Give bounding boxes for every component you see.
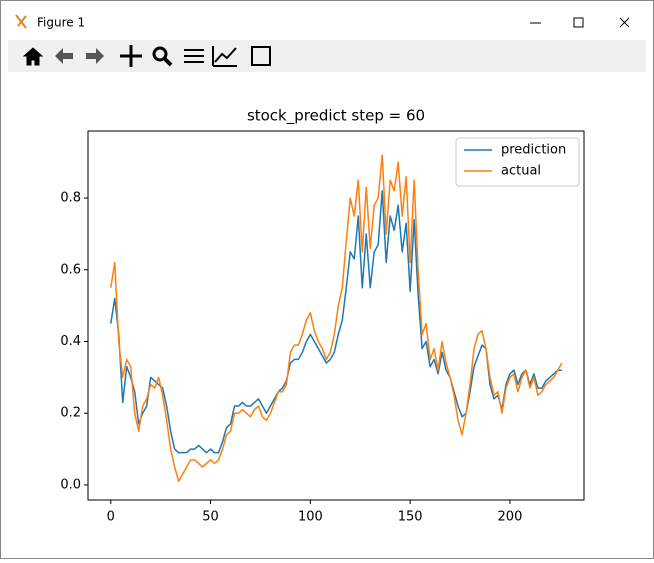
x-tick-label: 150 [398,510,423,525]
x-tick-label: 200 [498,510,523,525]
y-tick-label: 0.4 [60,334,81,349]
maximize-button[interactable] [573,17,584,28]
pan-button[interactable] [120,45,142,67]
chart-title: stock_predict step = 60 [247,107,425,126]
app-icon [15,14,27,29]
save-button[interactable] [251,46,271,66]
legend-label: actual [501,164,541,179]
edit-axis-button[interactable] [212,46,237,67]
back-button[interactable] [55,48,73,64]
forward-button[interactable] [86,48,104,64]
y-tick-label: 0.8 [60,191,81,206]
legend-label: prediction [501,143,566,158]
close-button[interactable] [619,17,630,28]
home-button[interactable] [22,47,44,66]
y-tick-label: 0.6 [60,262,81,277]
y-tick-label: 0.0 [60,477,81,492]
line-series [110,154,563,483]
x-tick-label: 0 [107,510,115,525]
zoom-button[interactable] [152,46,173,67]
axes-frame [87,130,585,501]
x-tick-label: 100 [298,510,323,525]
toolbar [8,40,646,72]
x-tick-label: 50 [202,510,219,525]
y-tick-label: 0.2 [60,406,81,421]
window-title: Figure 1 [37,16,85,30]
configure-button[interactable] [184,49,204,63]
